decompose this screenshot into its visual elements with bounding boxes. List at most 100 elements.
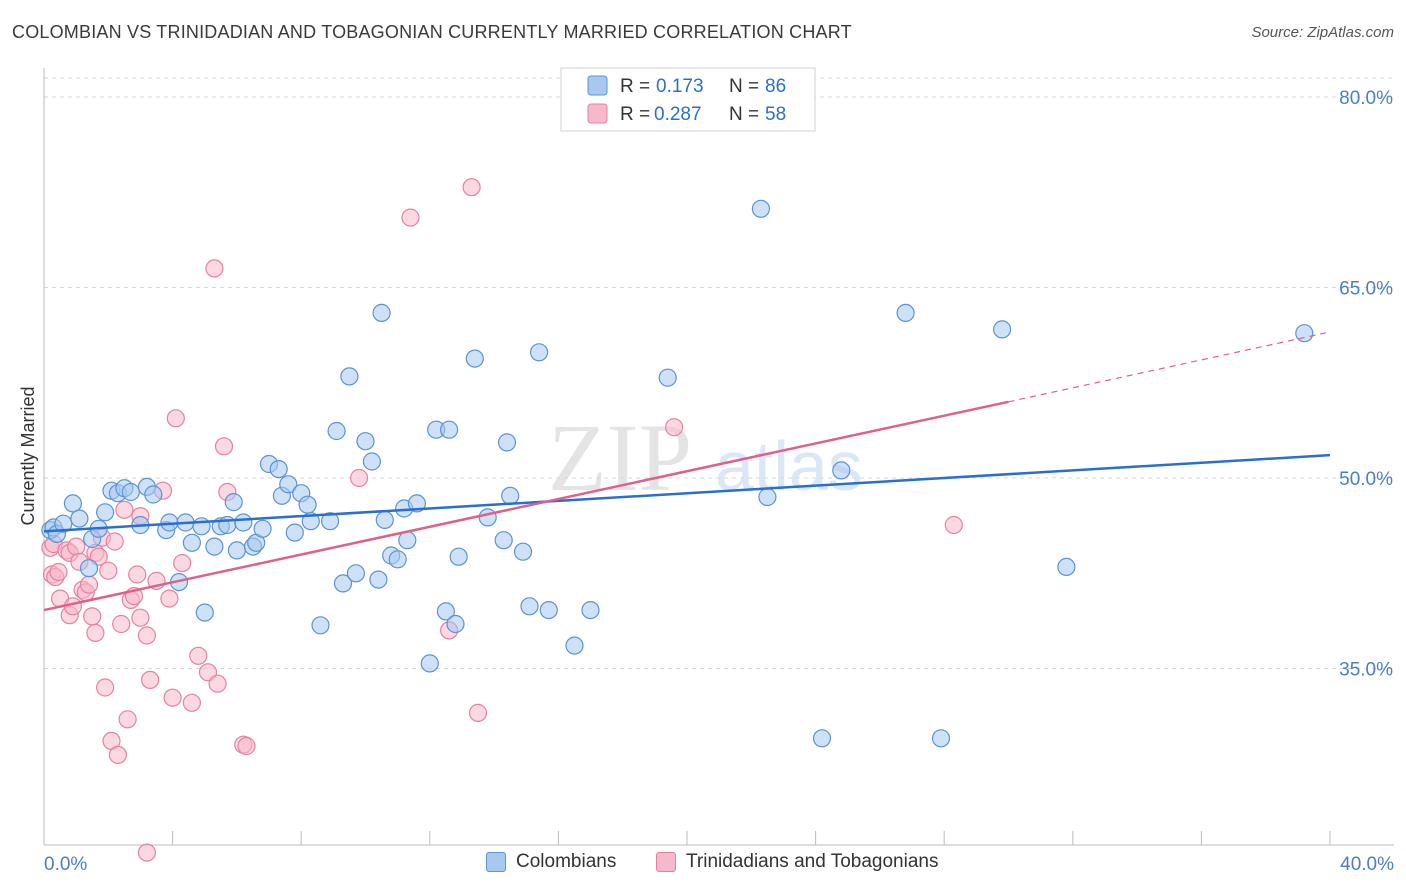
colombian-point [420,654,439,673]
trinidadian-point [108,745,128,765]
colombian-point [95,503,115,522]
colombian-point [494,531,513,550]
y-tick-label: 35.0% [1339,660,1393,681]
colombian-point [205,537,224,556]
legend-n-value-1: 86 [765,76,786,97]
trinidadian-point [166,409,185,428]
stats-legend: R = 0.173 N = 86 R = 0.287 N = 58 [560,67,816,132]
trend-lines [43,331,1331,612]
trinidadian-point [182,693,201,712]
colombian-point [1295,324,1314,343]
trinidadian-point [350,468,369,488]
source-label: Source: ZipAtlas.com [1251,24,1394,41]
y-tick-labels: 35.0% 50.0% 65.0% 80.0% [1339,88,1393,681]
colombian-point [658,368,677,387]
colombian-point [758,487,777,507]
colombian-point [121,482,140,502]
trinidadian-point [160,589,179,608]
trinidadian-point [189,646,208,665]
colombian-point [356,432,375,451]
colombian-point [333,574,353,593]
colombian-point [369,570,388,589]
trinidadian-points [41,178,963,862]
colombian-point [465,349,484,368]
trinidadian-trend-line [43,400,1009,612]
legend-swatch-pink [587,103,608,124]
series-legend: Colombians Trinidadians and Tobagonians [0,851,1406,879]
colombian-point [195,603,214,622]
colombian-point [144,485,163,504]
chart-title: COLOMBIAN VS TRINIDADIAN AND TOBAGONIAN … [12,22,852,42]
colombian-point [812,729,832,748]
trinidadian-point [468,703,488,723]
trinidadian-point [99,561,118,580]
colombian-point [501,486,520,505]
legend-n-label-1: N = [729,76,759,97]
y-tick-label: 80.0% [1339,88,1393,109]
trinidadian-point [944,515,963,535]
colombian-point [446,614,465,634]
legend-label-colombians: Colombians [516,851,617,872]
colombian-point [931,729,951,748]
trinidadian-point [163,688,182,707]
trinidadian-point [79,575,99,594]
colombian-point [497,433,517,452]
legend-r-label-1: R = [620,76,650,97]
colombian-point [449,547,468,566]
colombian-point [529,343,549,362]
legend-r-value-1: 0.173 [656,76,704,97]
colombian-point [224,493,243,512]
trinidadian-point [128,565,147,584]
trinidadian-point [118,710,137,729]
colombian-point [992,320,1012,339]
legend-swatch-blue [587,75,608,96]
trinidadian-point [49,562,68,582]
colombian-point [79,559,99,578]
legend-swatch-trinidadians [656,852,676,872]
trinidadian-point [173,553,192,573]
colombian-point [327,421,346,441]
trinidadian-point [205,259,224,278]
x-tick-label-max: 40.0% [1340,854,1394,875]
colombian-point [253,519,272,538]
axes [43,68,1394,846]
trinidadian-point [115,500,134,519]
colombian-point [362,452,381,471]
legend-n-value-2: 58 [765,104,786,125]
legend-swatch-colombians [486,852,506,872]
colombian-point [751,199,771,218]
trinidadian-point [137,626,156,645]
colombian-point [192,517,211,536]
legend-item-colombians: Colombians [486,851,616,873]
colombian-point [440,420,459,439]
y-axis-label: Currently Married [18,386,38,525]
legend-label-trinidadians: Trinidadians and Tobagonians [686,851,939,872]
colombian-point [372,303,391,322]
y-tick-label: 50.0% [1339,469,1393,490]
colombian-point [388,550,407,569]
colombian-point [227,541,246,560]
gridlines [44,77,1394,669]
colombian-point [70,509,89,528]
colombian-point [896,303,915,322]
colombian-points [41,199,1314,748]
legend-r-value-2: 0.287 [654,104,702,125]
trinidadian-point [95,678,115,697]
colombian-point [375,510,394,530]
legend-r-label-2: R = [620,104,650,125]
colombian-point [832,461,851,480]
colombian-point [398,531,417,550]
colombian-point [478,508,497,527]
trinidadian-point [105,532,124,551]
colombian-point [346,564,365,583]
trinidadian-trend-extension [1008,331,1331,403]
colombian-point [234,513,253,532]
trinidadian-point [462,178,481,197]
trinidadian-point [67,537,86,556]
colombian-point [54,514,73,533]
colombian-point [513,542,533,561]
colombian-point [279,475,298,494]
trinidadian-point [237,736,256,756]
colombian-point [340,367,359,386]
